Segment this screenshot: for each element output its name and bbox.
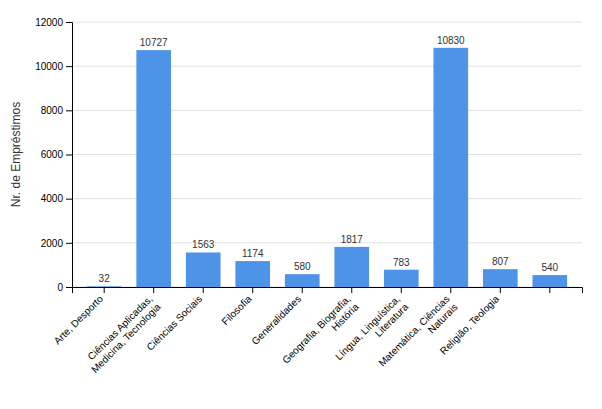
axis-line [66, 23, 73, 288]
tick: 10000 [35, 61, 72, 72]
data-label: 783 [393, 257, 410, 268]
tick: 2000 [41, 238, 72, 249]
tick-label: 0 [57, 282, 63, 293]
bar [87, 286, 122, 287]
x-axis: Arte, DesportoCiências Aplicadas,Medicin… [52, 287, 583, 377]
tick-mark [104, 287, 105, 293]
bar [235, 261, 270, 287]
tick-label: Arte, Desporto [52, 293, 106, 347]
data-label: 10727 [140, 37, 168, 48]
tick: Ciências Sociais [144, 287, 204, 353]
bar [433, 48, 468, 287]
bar [532, 275, 567, 287]
tick: 8000 [41, 105, 72, 116]
bar [384, 270, 419, 287]
bar [483, 269, 518, 287]
tick: 6000 [41, 149, 72, 160]
tick-mark [66, 155, 72, 156]
tick-label: 2000 [41, 238, 64, 249]
tick-label: 6000 [41, 149, 64, 160]
tick-label: 10000 [35, 61, 63, 72]
data-label: 1563 [192, 239, 215, 250]
tick-mark [66, 66, 72, 67]
tick-mark [549, 287, 550, 293]
tick: Geografia, Biografia,História [280, 287, 361, 374]
tick [549, 287, 550, 293]
tick: 0 [57, 282, 72, 293]
tick-mark [66, 110, 72, 111]
tick-label: 8000 [41, 105, 64, 116]
tick: Língua, Linguística,Literatura [333, 287, 411, 370]
bar [136, 50, 171, 287]
axis-line [73, 288, 583, 294]
tick-label: 4000 [41, 193, 64, 204]
tick: 4000 [41, 193, 72, 204]
tick: Religião, Teologia [438, 287, 502, 357]
tick-mark [252, 287, 253, 293]
tick-mark [66, 199, 72, 200]
tick-label: Filosofia [219, 293, 253, 327]
tick: Ciências Aplicadas,Medicina, Tecnologia [81, 287, 163, 375]
tick-label: Ciências Sociais [144, 293, 204, 353]
y-axis-title: Nr. de Empréstimos [9, 102, 23, 207]
chart: 0 2000 4000 6000 8000 10000 12000 Arte, Desport… [0, 0, 602, 409]
tick-label: Matemática, CiênciasNaturais [376, 293, 460, 377]
tick-mark [302, 287, 303, 293]
data-label: 580 [294, 261, 311, 272]
data-label: 807 [492, 256, 509, 267]
tick-mark [500, 287, 501, 293]
tick-label: Ciências Aplicadas,Medicina, Tecnologia [81, 293, 163, 375]
tick: Matemática, CiênciasNaturais [376, 287, 460, 377]
tick-mark [153, 287, 154, 293]
tick-mark [66, 243, 72, 244]
data-labels: 32 10727 1563 1174 580 1817 783 10830 807 540 [99, 35, 559, 284]
tick-label: Língua, Linguística,Literatura [333, 293, 411, 371]
tick-mark [203, 287, 204, 293]
tick: Generalidades [249, 287, 303, 347]
y-axis: 0 2000 4000 6000 8000 10000 12000 [35, 17, 72, 293]
tick: 12000 [35, 17, 72, 28]
tick-label: Religião, Teologia [438, 293, 502, 357]
bar [334, 247, 369, 287]
plot: 0 2000 4000 6000 8000 10000 12000 Arte, Desport… [9, 17, 583, 377]
tick-mark [66, 287, 72, 288]
tick-mark [450, 287, 451, 293]
tick-label: Geografia, Biografia,História [280, 293, 361, 374]
grid [72, 22, 582, 287]
bars [87, 48, 567, 287]
data-label: 540 [541, 262, 558, 273]
tick: Filosofia [219, 287, 253, 327]
bar [285, 274, 320, 287]
tick-mark [66, 22, 72, 23]
grid-line [72, 22, 582, 23]
data-label: 10830 [437, 35, 465, 46]
data-label: 32 [99, 273, 111, 284]
tick-label: Generalidades [249, 293, 303, 347]
tick: Arte, Desporto [52, 287, 106, 346]
data-label: 1817 [341, 234, 364, 245]
data-label: 1174 [242, 248, 264, 259]
tick-mark [351, 287, 352, 293]
tick-mark [401, 287, 402, 293]
bar [186, 252, 221, 287]
tick-label: 12000 [35, 17, 63, 28]
